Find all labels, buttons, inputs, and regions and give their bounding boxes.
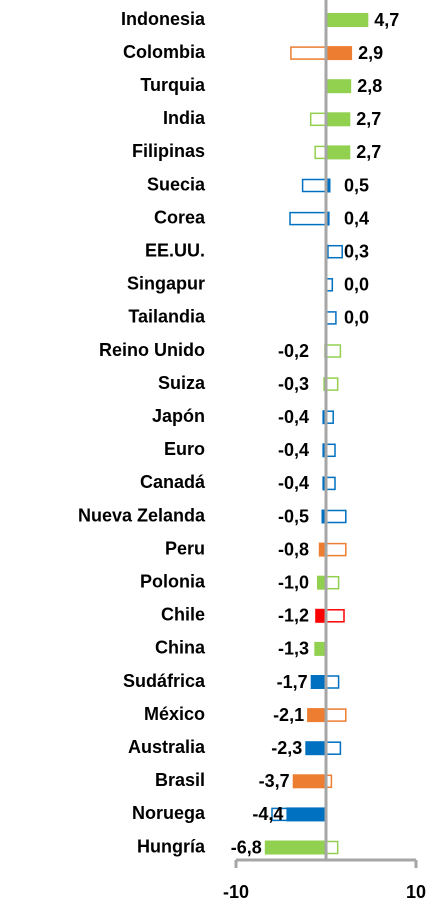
outline-bar [314, 145, 327, 160]
data-label: -0,5 [278, 506, 309, 526]
category-label: Brasil [155, 770, 205, 790]
category-label: México [144, 704, 205, 724]
outline-bar [325, 344, 342, 358]
data-label: -0,2 [278, 341, 309, 361]
category-label: Hungría [137, 836, 206, 856]
data-label: -2,1 [273, 705, 304, 725]
data-label: -0,4 [278, 440, 309, 460]
outline-bar [309, 112, 327, 127]
data-label: 0,3 [344, 241, 369, 261]
x-tick-label: -10 [223, 882, 249, 902]
category-label: Singapur [127, 274, 205, 294]
category-label: Colombia [123, 42, 206, 62]
data-label: -0,3 [278, 374, 309, 394]
category-label: Suecia [147, 174, 206, 194]
outline-bar [290, 46, 327, 60]
outline-bar [325, 609, 345, 623]
bar [322, 443, 326, 458]
data-label: -1,2 [278, 606, 309, 626]
outline-bar [301, 178, 327, 193]
bar [264, 840, 326, 855]
data-label: -1,3 [278, 639, 309, 659]
bar [321, 509, 326, 524]
category-label: India [163, 108, 206, 128]
outline-bar [325, 377, 339, 391]
outline-bar [325, 708, 347, 722]
bar [326, 145, 351, 160]
category-label: Peru [165, 538, 205, 558]
bar [326, 178, 331, 193]
category-label: Australia [128, 737, 206, 757]
data-label: -4,4 [252, 804, 283, 824]
category-label: Euro [164, 439, 205, 459]
data-label: -1,7 [277, 672, 308, 692]
category-label: Corea [154, 207, 206, 227]
outline-bar [325, 575, 340, 590]
data-label: -0,4 [278, 407, 309, 427]
x-tick-label: 10 [406, 882, 426, 902]
outline-bar [289, 211, 327, 226]
bar [305, 741, 326, 756]
bar [318, 542, 326, 557]
bar [317, 575, 326, 590]
outline-bar [325, 741, 342, 755]
bar [315, 608, 326, 623]
category-label: Japón [152, 406, 205, 426]
data-label: 0,0 [344, 275, 369, 295]
data-label: 2,7 [356, 142, 381, 162]
data-label: 0,4 [344, 208, 369, 228]
data-label: -2,3 [271, 738, 302, 758]
category-label: China [155, 638, 206, 658]
category-label: Indonesia [121, 9, 206, 29]
data-label: 2,7 [356, 109, 381, 129]
category-label: Reino Unido [99, 340, 205, 360]
category-label: Filipinas [132, 141, 205, 161]
bar [326, 79, 352, 94]
outline-bar [325, 542, 347, 557]
bar [292, 774, 326, 789]
data-label: -1,0 [278, 572, 309, 592]
outline-bar [325, 675, 340, 689]
data-label: -3,7 [259, 771, 290, 791]
category-label: Turquia [140, 75, 206, 95]
data-label: 4,7 [374, 10, 399, 30]
bar [322, 410, 326, 425]
category-label: Tailandia [128, 307, 206, 327]
bar [307, 708, 326, 723]
data-label: 2,9 [358, 43, 383, 63]
data-label: 0,0 [344, 308, 369, 328]
category-label: Polonia [140, 571, 206, 591]
outline-bar [325, 509, 347, 524]
category-label: Canadá [140, 472, 206, 492]
category-label: Nueva Zelanda [78, 505, 206, 525]
category-label: EE.UU. [145, 240, 205, 260]
category-label: Chile [161, 605, 205, 625]
category-label: Sudáfrica [123, 671, 206, 691]
data-label: -6,8 [231, 837, 262, 857]
data-label: 0,5 [344, 175, 369, 195]
outline-bar [325, 840, 339, 855]
data-label: -0,4 [278, 473, 309, 493]
bar [326, 46, 353, 61]
bar [310, 675, 326, 689]
bar [326, 13, 369, 27]
bar [326, 211, 330, 226]
data-label: -0,8 [278, 539, 309, 559]
bar [326, 112, 351, 127]
data-label: 2,8 [357, 76, 382, 96]
bar [286, 807, 326, 822]
bar [322, 476, 326, 491]
category-label: Suiza [158, 373, 206, 393]
category-label: Noruega [132, 803, 206, 823]
bar [314, 641, 326, 656]
